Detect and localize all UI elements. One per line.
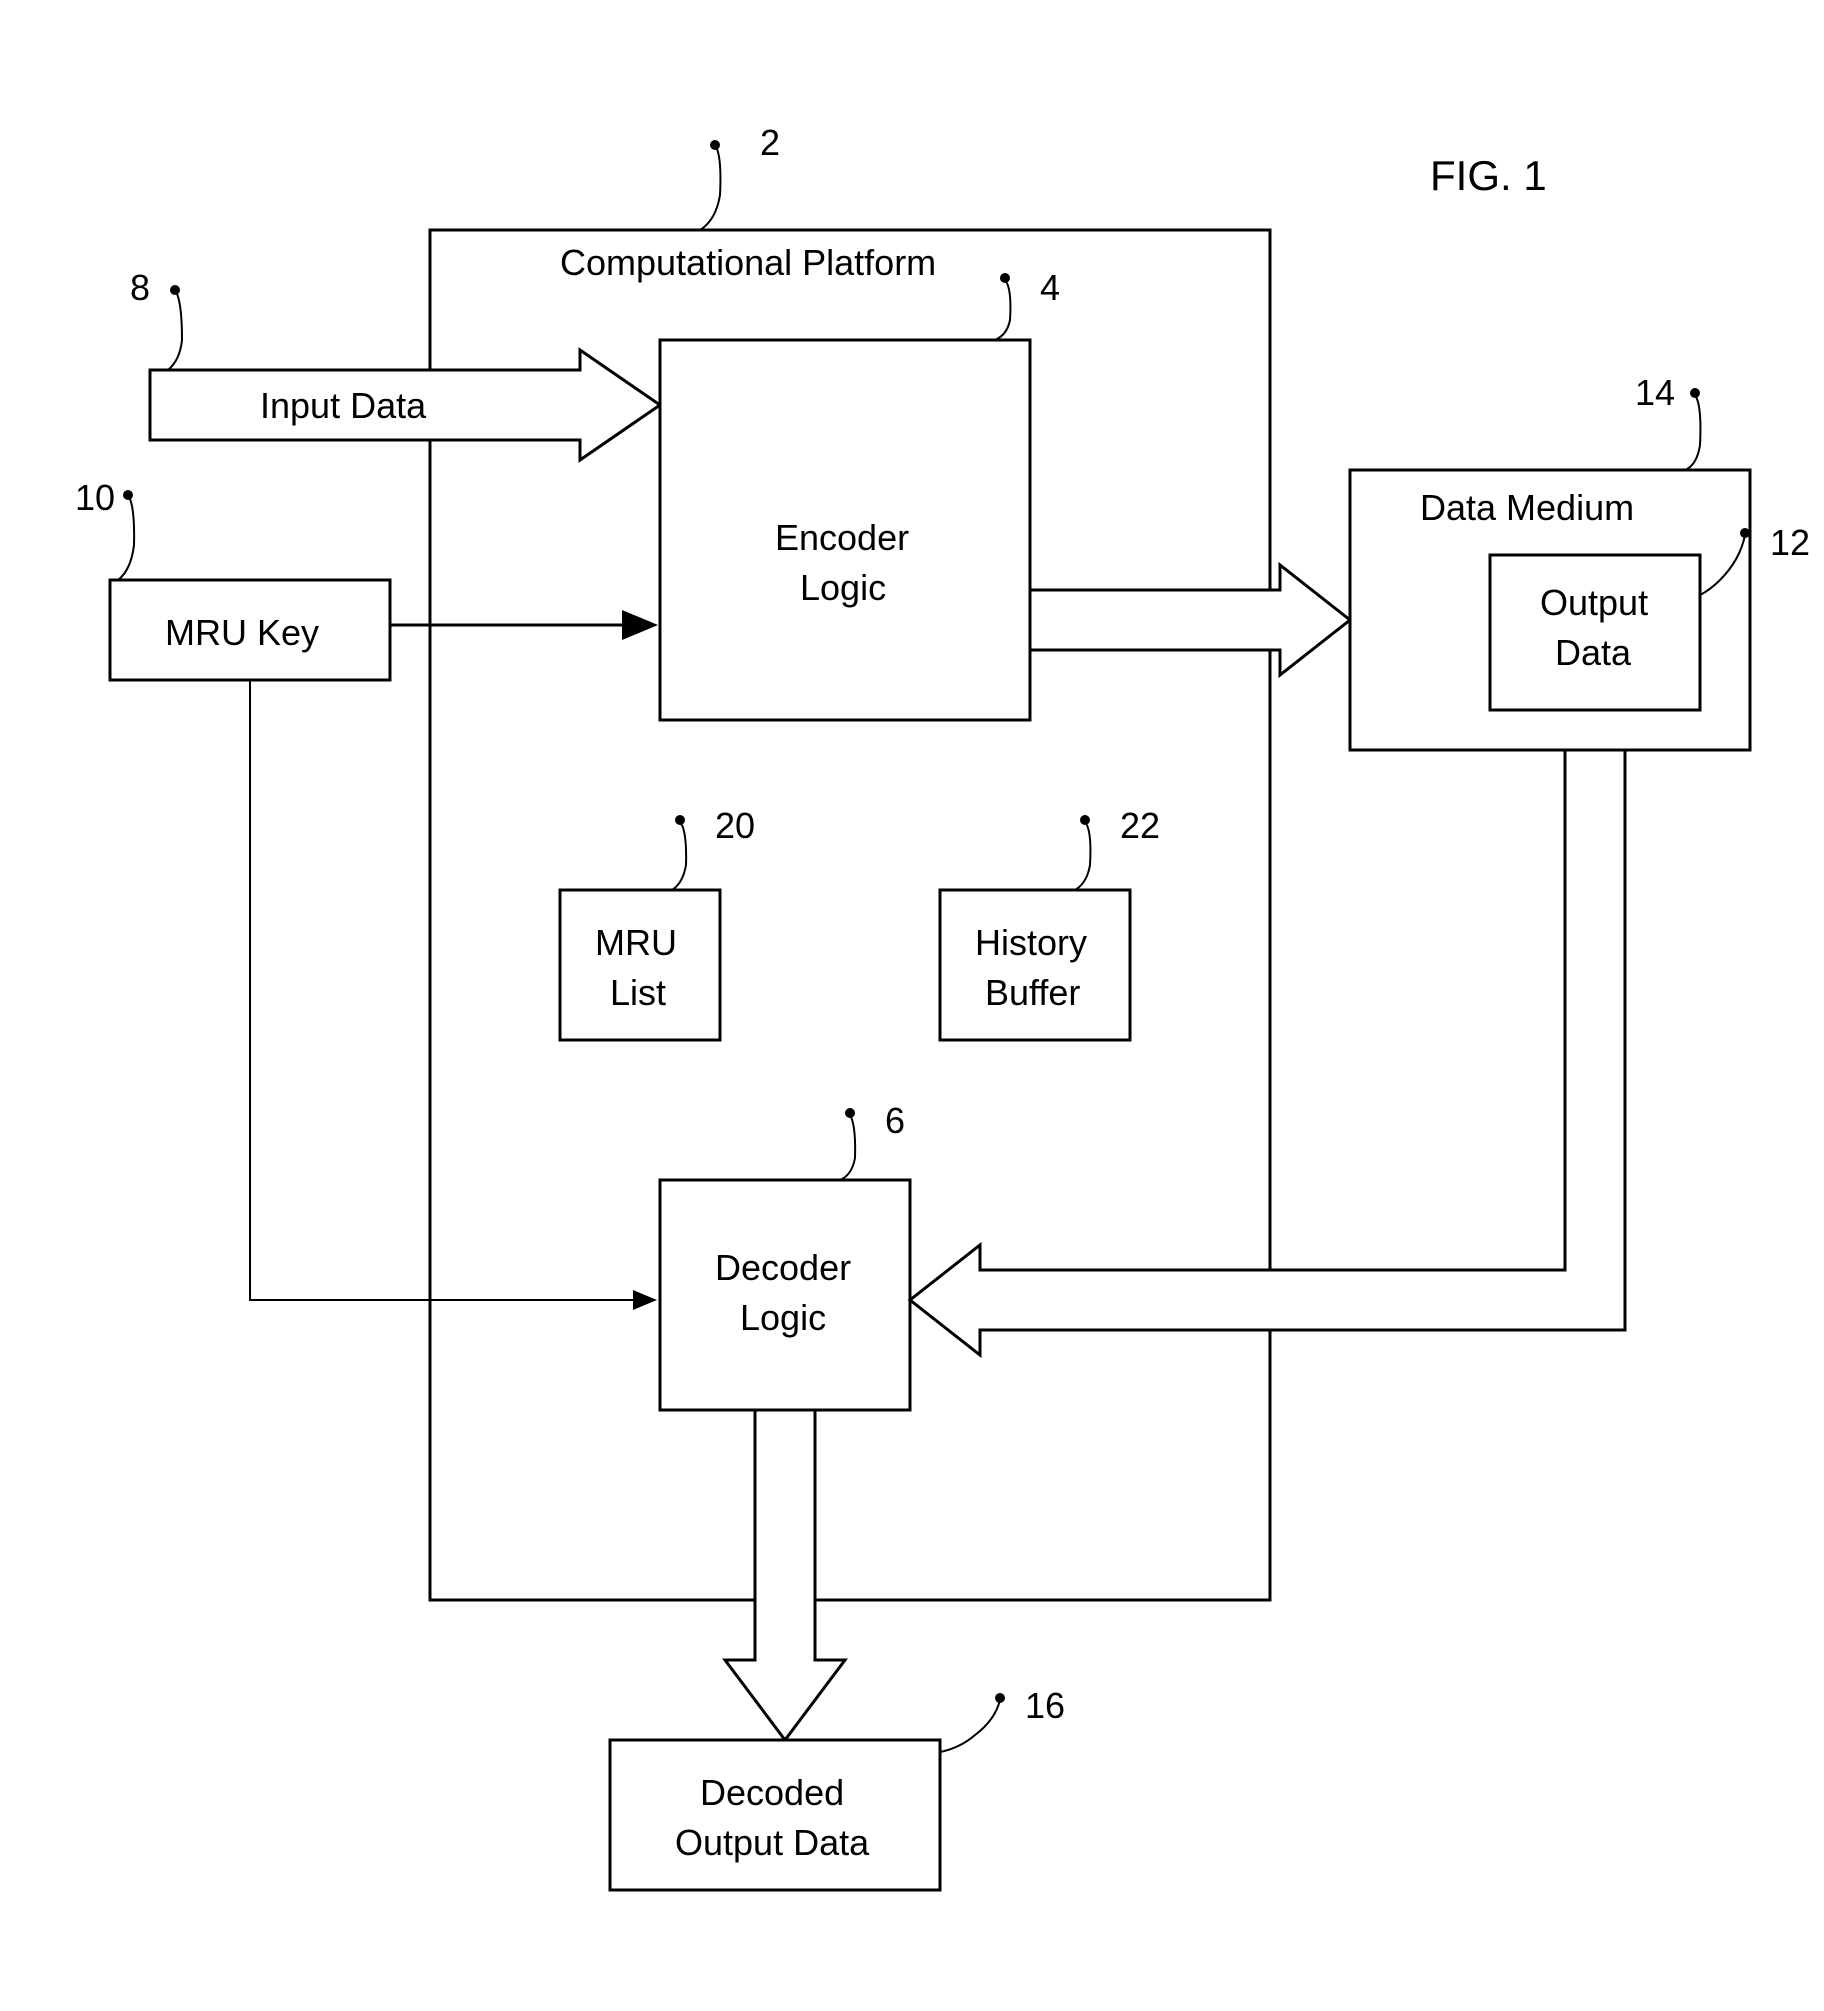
decoded-label-line2: Output Data	[675, 1822, 870, 1863]
mru-key-node: MRU Key 10	[75, 477, 390, 680]
figure-title: FIG. 1	[1430, 152, 1547, 199]
edge-encoder-datamedium	[1030, 565, 1350, 675]
mru-key-label: MRU Key	[165, 612, 319, 653]
decoded-output-node: Decoded Output Data 16	[610, 1685, 1065, 1890]
history-buffer-ref: 22	[1120, 805, 1160, 846]
data-medium-label: Data Medium	[1420, 487, 1634, 528]
platform-label: Computational Platform	[560, 242, 936, 283]
decoder-label-line1: Decoder	[715, 1247, 851, 1288]
data-medium-ref: 14	[1635, 372, 1675, 413]
edge-outputdata-decoder	[910, 750, 1625, 1355]
encoder-label-line1: Encoder	[775, 517, 909, 558]
history-buffer-node: History Buffer 22	[940, 805, 1160, 1040]
history-buffer-label-line1: History	[975, 922, 1087, 963]
decoded-label-line1: Decoded	[700, 1772, 844, 1813]
input-data-node: Input Data 8	[130, 267, 660, 460]
decoder-ref: 6	[885, 1100, 905, 1141]
input-data-label: Input Data	[260, 385, 427, 426]
decoded-ref: 16	[1025, 1685, 1065, 1726]
decoder-label-line2: Logic	[740, 1297, 826, 1338]
decoder-node: Decoder Logic 6	[660, 1100, 910, 1410]
output-data-label-line1: Output	[1540, 582, 1648, 623]
encoder-ref: 4	[1040, 267, 1060, 308]
diagram-canvas: FIG. 1 Computational Platform 2 Input Da…	[0, 0, 1824, 2006]
history-buffer-label-line2: Buffer	[985, 972, 1080, 1013]
mru-list-label-line1: MRU	[595, 922, 677, 963]
mru-list-label-line2: List	[610, 972, 666, 1013]
encoder-node: Encoder Logic 4	[660, 267, 1060, 720]
mru-key-ref: 10	[75, 477, 115, 518]
edge-decoder-decoded	[725, 1410, 845, 1740]
platform-ref: 2	[760, 122, 780, 163]
input-data-ref: 8	[130, 267, 150, 308]
output-data-ref: 12	[1770, 522, 1810, 563]
mru-list-node: MRU List 20	[560, 805, 755, 1040]
mru-list-ref: 20	[715, 805, 755, 846]
encoder-label-line2: Logic	[800, 567, 886, 608]
output-data-label-line2: Data	[1555, 632, 1632, 673]
